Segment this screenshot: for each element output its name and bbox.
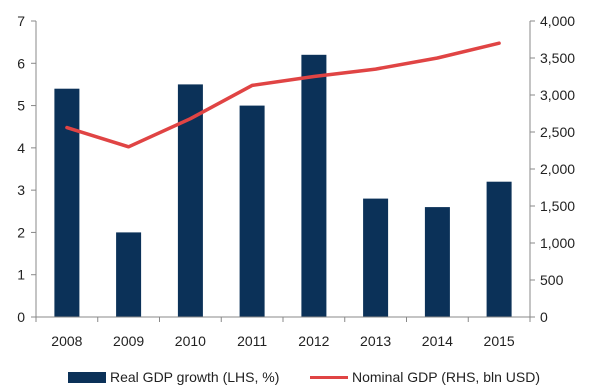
legend-label-bar: Real GDP growth (LHS, %) <box>110 369 280 385</box>
bar-2009 <box>116 232 142 317</box>
bar-2013 <box>363 198 389 317</box>
x-tick-label-2013: 2013 <box>360 333 391 349</box>
x-tick-label-2011: 2011 <box>237 333 267 349</box>
left-tick-label: 4 <box>17 140 25 156</box>
bar-2008 <box>54 88 80 317</box>
bar-2011 <box>239 105 265 317</box>
bar-2015 <box>486 181 512 317</box>
line-series <box>65 41 501 149</box>
legend-swatch-bar <box>68 371 106 383</box>
left-y-ticks: 0 1 2 3 4 5 6 7 <box>17 13 36 325</box>
right-tick-label: 0 <box>540 309 548 325</box>
nominal-gdp-line <box>65 41 501 149</box>
right-tick-label: 3,500 <box>540 50 575 66</box>
legend-label-line: Nominal GDP (RHS, bln USD) <box>352 369 541 385</box>
right-tick-label: 1,500 <box>540 198 575 214</box>
x-tick-label-2008: 2008 <box>51 333 82 349</box>
left-tick-label: 2 <box>17 224 25 240</box>
legend-item-line: Nominal GDP (RHS, bln USD) <box>310 369 540 385</box>
x-tick-label-2012: 2012 <box>298 333 329 349</box>
right-tick-label: 2,000 <box>540 161 575 177</box>
right-y-ticks: 0 500 1,000 1,500 2,000 2,500 3,000 3,500 4,000 <box>530 13 575 325</box>
bar-series <box>54 54 512 318</box>
x-tick-label-2014: 2014 <box>422 333 453 349</box>
axes <box>35 21 531 318</box>
bar-2012 <box>301 54 327 318</box>
legend: Real GDP growth (LHS, %) Nominal GDP (RH… <box>0 366 592 388</box>
right-tick-label: 500 <box>540 272 564 288</box>
x-tick-label-2015: 2015 <box>484 333 515 349</box>
legend-swatch-line <box>310 375 348 379</box>
x-ticks: 2008 2009 2010 2011 2012 2013 2014 2015 <box>35 317 531 349</box>
x-tick-label-2009: 2009 <box>113 333 144 349</box>
legend-item-bar: Real GDP growth (LHS, %) <box>68 369 279 385</box>
left-tick-label: 5 <box>17 98 25 114</box>
right-tick-label: 2,500 <box>540 124 575 140</box>
left-tick-label: 7 <box>17 13 25 29</box>
right-tick-label: 3,000 <box>540 87 575 103</box>
x-tick-label-2010: 2010 <box>175 333 206 349</box>
right-tick-label: 4,000 <box>540 13 575 29</box>
left-tick-label: 1 <box>17 267 25 283</box>
left-tick-label: 3 <box>17 182 25 198</box>
bar-2014 <box>424 207 450 317</box>
right-tick-label: 1,000 <box>540 235 575 251</box>
left-tick-label: 0 <box>17 309 25 325</box>
left-tick-label: 6 <box>17 55 25 71</box>
